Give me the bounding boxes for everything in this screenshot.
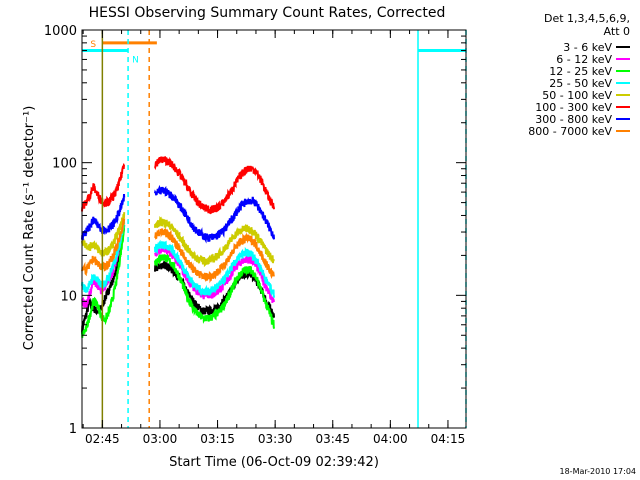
y-tick-label: 1: [69, 422, 77, 437]
night-label: N: [132, 56, 139, 66]
legend-label: 50 - 100 keV: [542, 89, 612, 102]
x-tick-label: 04:00: [373, 432, 408, 446]
x-tick-label: 03:45: [315, 432, 350, 446]
legend-label: 6 - 12 keV: [556, 53, 612, 66]
y-tick-label: 100: [52, 157, 77, 172]
x-tick-label: 03:15: [200, 432, 235, 446]
y-tick-label: 1000: [44, 24, 77, 39]
y-axis-label: Corrected Count Rate (s⁻¹ detector⁻¹): [22, 106, 37, 351]
axes: 02:45 03:00 03:15 03:30 03:45 04:00 04:15 1 10 10…: [44, 24, 467, 446]
legend-label: 300 - 800 keV: [535, 113, 612, 126]
x-tick-label: 02:45: [85, 432, 120, 446]
chart-title: HESSI Observing Summary Count Rates, Cor…: [89, 5, 446, 21]
legend-label: 12 - 25 keV: [549, 65, 612, 78]
y-tick-label: 10: [60, 289, 77, 304]
saa-label: S: [90, 40, 96, 50]
legend-header-2: Att 0: [604, 25, 630, 38]
x-tick-label: 03:00: [143, 432, 178, 446]
x-tick-label: 03:30: [258, 432, 293, 446]
timestamp-label: 18-Mar-2010 17:04: [560, 467, 637, 476]
plot-frame: [81, 29, 467, 429]
x-tick-label: 04:15: [431, 432, 466, 446]
legend-label: 800 - 7000 keV: [528, 125, 612, 138]
legend-label: 100 - 300 keV: [535, 101, 612, 114]
series-line: [81, 184, 275, 244]
legend-label: 25 - 50 keV: [549, 77, 612, 90]
legend-header-1: Det 1,3,4,5,6,9,: [544, 12, 630, 25]
legend-label: 3 - 6 keV: [563, 41, 612, 54]
x-axis-label: Start Time (06-Oct-09 02:39:42): [169, 455, 379, 470]
